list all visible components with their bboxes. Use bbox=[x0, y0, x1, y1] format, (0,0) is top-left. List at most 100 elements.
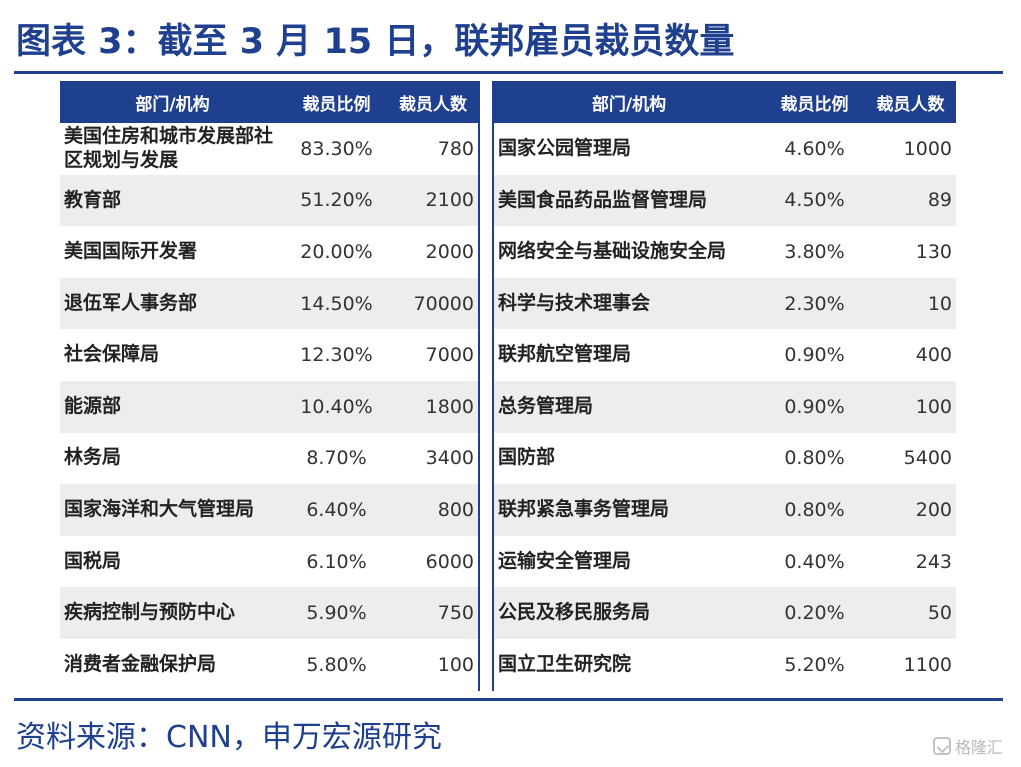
count-cell: 2100 bbox=[425, 189, 474, 212]
table-row: 国税局 6.10% 6000 bbox=[60, 536, 478, 588]
header-ratio: 裁员比例 bbox=[780, 94, 849, 115]
department-cell: 疾病控制与预防中心 bbox=[64, 601, 236, 624]
table-row: 国家公园管理局 4.60% 1000 bbox=[494, 123, 956, 175]
header-count: 裁员人数 bbox=[399, 94, 467, 115]
header-department: 部门/机构 bbox=[135, 94, 210, 115]
count-cell: 780 bbox=[437, 137, 474, 160]
table-body-left: 美国住房和城市发展部社区规划与发展 83.30% 780 教育部 51.20% 2100 美… bbox=[60, 123, 478, 691]
ratio-cell: 0.20% bbox=[784, 602, 845, 625]
ratio-cell: 83.30% bbox=[300, 137, 373, 160]
department-cell: 林务局 bbox=[64, 446, 122, 469]
ratio-cell: 0.90% bbox=[784, 395, 845, 418]
ratio-cell: 5.90% bbox=[306, 602, 367, 625]
ratio-cell: 12.30% bbox=[300, 344, 373, 367]
ratio-cell: 6.10% bbox=[306, 550, 367, 573]
department-cell: 国税局 bbox=[64, 549, 122, 572]
department-cell: 消费者金融保护局 bbox=[64, 652, 217, 675]
table-separator bbox=[478, 81, 494, 691]
department-cell: 运输安全管理局 bbox=[498, 549, 632, 572]
ratio-cell: 14.50% bbox=[300, 292, 373, 315]
ratio-cell: 51.20% bbox=[300, 189, 373, 212]
department-cell: 总务管理局 bbox=[498, 394, 594, 417]
department-cell: 美国食品药品监督管理局 bbox=[498, 188, 708, 211]
table-row: 网络安全与基础设施安全局 3.80% 130 bbox=[494, 226, 956, 278]
count-cell: 1800 bbox=[425, 395, 474, 418]
table-row: 美国食品药品监督管理局 4.50% 89 bbox=[494, 174, 956, 227]
header-count: 裁员人数 bbox=[876, 94, 945, 115]
department-cell: 国家海洋和大气管理局 bbox=[64, 498, 255, 521]
count-cell: 2000 bbox=[425, 240, 474, 263]
count-cell: 200 bbox=[915, 498, 952, 521]
table-row: 疾病控制与预防中心 5.90% 750 bbox=[60, 587, 478, 639]
count-cell: 800 bbox=[437, 498, 474, 521]
department-cell: 联邦紧急事务管理局 bbox=[498, 498, 670, 521]
count-cell: 750 bbox=[437, 602, 474, 625]
table-row: 消费者金融保护局 5.80% 100 bbox=[60, 639, 478, 691]
ratio-cell: 5.20% bbox=[784, 653, 845, 676]
department-cell: 国家公园管理局 bbox=[498, 136, 632, 159]
table-row: 联邦航空管理局 0.90% 400 bbox=[494, 329, 956, 381]
bottom-divider bbox=[14, 698, 1003, 701]
source-note: 资料来源：CNN，申万宏源研究 bbox=[16, 720, 442, 755]
department-cell: 公民及移民服务局 bbox=[498, 601, 651, 624]
count-cell: 243 bbox=[915, 550, 952, 573]
header-ratio: 裁员比例 bbox=[302, 94, 371, 115]
table-row: 美国住房和城市发展部社区规划与发展 83.30% 780 bbox=[60, 123, 478, 175]
table-row: 国防部 0.80% 5400 bbox=[494, 433, 956, 485]
count-cell: 100 bbox=[437, 653, 474, 676]
table-row: 联邦紧急事务管理局 0.80% 200 bbox=[494, 484, 956, 536]
ratio-cell: 0.40% bbox=[784, 550, 845, 573]
department-cell: 美国国际开发署 bbox=[64, 240, 198, 263]
ratio-cell: 4.60% bbox=[784, 137, 845, 160]
table-row: 运输安全管理局 0.40% 243 bbox=[494, 536, 956, 588]
department-cell: 国立卫生研究院 bbox=[498, 652, 632, 675]
header-department: 部门/机构 bbox=[591, 94, 667, 115]
department-cell: 美国住房和城市发展部社区规划与发展 bbox=[64, 125, 274, 171]
table-header-left: 部门/机构 裁员比例 裁员人数 bbox=[60, 81, 478, 123]
department-cell: 退伍军人事务部 bbox=[64, 291, 198, 314]
department-cell: 能源部 bbox=[64, 394, 122, 417]
ratio-cell: 5.80% bbox=[306, 653, 367, 676]
ratio-cell: 0.80% bbox=[784, 498, 845, 521]
table-row: 公民及移民服务局 0.20% 50 bbox=[494, 587, 956, 639]
count-cell: 1100 bbox=[903, 653, 952, 676]
department-cell: 社会保障局 bbox=[64, 343, 160, 366]
count-cell: 6000 bbox=[425, 550, 474, 573]
count-cell: 5400 bbox=[903, 447, 952, 470]
table-row: 国立卫生研究院 5.20% 1100 bbox=[494, 639, 956, 691]
department-cell: 联邦航空管理局 bbox=[498, 343, 632, 366]
ratio-cell: 20.00% bbox=[300, 240, 373, 263]
table-row: 社会保障局 12.30% 7000 bbox=[60, 329, 478, 381]
count-cell: 3400 bbox=[425, 447, 474, 470]
ratio-cell: 10.40% bbox=[300, 395, 373, 418]
count-cell: 1000 bbox=[903, 137, 952, 160]
department-cell: 网络安全与基础设施安全局 bbox=[498, 240, 727, 263]
count-cell: 50 bbox=[927, 602, 952, 625]
count-cell: 10 bbox=[927, 292, 952, 315]
ratio-cell: 0.90% bbox=[784, 344, 845, 367]
title-divider bbox=[14, 71, 1003, 74]
table-row: 退伍军人事务部 14.50% 70000 bbox=[60, 277, 478, 330]
ratio-cell: 6.40% bbox=[306, 498, 367, 521]
department-cell: 教育部 bbox=[64, 188, 122, 211]
table-row: 科学与技术理事会 2.30% 10 bbox=[494, 277, 956, 330]
table-row: 国家海洋和大气管理局 6.40% 800 bbox=[60, 484, 478, 536]
count-cell: 7000 bbox=[425, 344, 474, 367]
ratio-cell: 4.50% bbox=[784, 189, 845, 212]
ratio-cell: 8.70% bbox=[306, 447, 367, 470]
table-header-right: 部门/机构 裁员比例 裁员人数 bbox=[494, 81, 956, 123]
watermark: 格隆汇 bbox=[932, 734, 1003, 758]
count-cell: 89 bbox=[927, 189, 952, 212]
layoff-table-right: 部门/机构 裁员比例 裁员人数 国家公园管理局 4.60% 1000 美国食品药品监督… bbox=[494, 81, 956, 691]
table-row: 总务管理局 0.90% 100 bbox=[494, 380, 956, 433]
table-row: 林务局 8.70% 3400 bbox=[60, 433, 478, 485]
count-cell: 400 bbox=[915, 344, 952, 367]
count-cell: 130 bbox=[915, 240, 952, 263]
watermark-text: 格隆汇 bbox=[954, 738, 1003, 757]
ratio-cell: 3.80% bbox=[784, 240, 845, 263]
table-row: 美国国际开发署 20.00% 2000 bbox=[60, 226, 478, 278]
table-body-right: 国家公园管理局 4.60% 1000 美国食品药品监督管理局 4.50% 89 网络安全与基… bbox=[494, 123, 956, 691]
watermark-logo-icon bbox=[932, 737, 951, 755]
layoff-table-left: 部门/机构 裁员比例 裁员人数 美国住房和城市发展部社区规划与发展 83.30% 7… bbox=[60, 81, 478, 691]
ratio-cell: 2.30% bbox=[784, 292, 845, 315]
